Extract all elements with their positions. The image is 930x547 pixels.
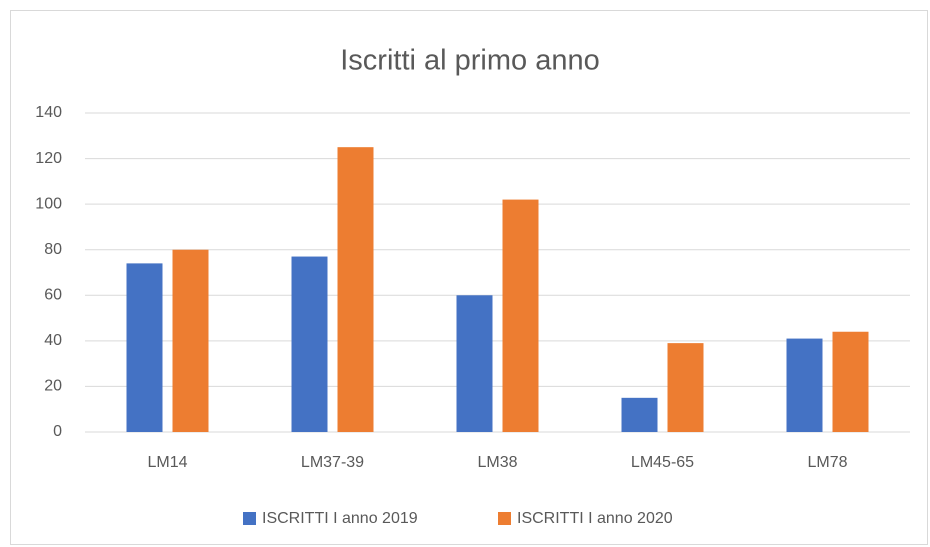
y-tick-label: 100 bbox=[35, 195, 62, 212]
x-tick-label: LM78 bbox=[807, 454, 847, 471]
bar bbox=[667, 343, 704, 432]
y-tick-label: 140 bbox=[35, 104, 62, 121]
bar bbox=[291, 256, 328, 432]
x-tick-label: LM14 bbox=[147, 454, 187, 471]
chart-frame bbox=[10, 10, 928, 545]
bar bbox=[832, 331, 869, 432]
y-tick-label: 40 bbox=[44, 332, 62, 349]
bar bbox=[456, 295, 493, 432]
y-tick-label: 20 bbox=[44, 378, 62, 395]
x-tick-label: LM37-39 bbox=[301, 454, 364, 471]
chart-title: Iscritti al primo anno bbox=[340, 45, 600, 77]
legend-swatch bbox=[243, 512, 256, 525]
x-tick-label: LM45-65 bbox=[631, 454, 694, 471]
bar bbox=[621, 397, 658, 432]
bar bbox=[786, 338, 823, 432]
x-tick-label: LM38 bbox=[477, 454, 517, 471]
y-tick-label: 60 bbox=[44, 287, 62, 304]
bar bbox=[502, 199, 539, 432]
bar bbox=[337, 147, 374, 432]
bar bbox=[126, 263, 163, 432]
legend-label: ISCRITTI I anno 2019 bbox=[262, 510, 418, 527]
y-tick-label: 120 bbox=[35, 150, 62, 167]
legend-label: ISCRITTI I anno 2020 bbox=[517, 510, 673, 527]
y-tick-label: 80 bbox=[44, 241, 62, 258]
legend-swatch bbox=[498, 512, 511, 525]
bar bbox=[172, 249, 209, 432]
y-tick-label: 0 bbox=[53, 423, 62, 440]
